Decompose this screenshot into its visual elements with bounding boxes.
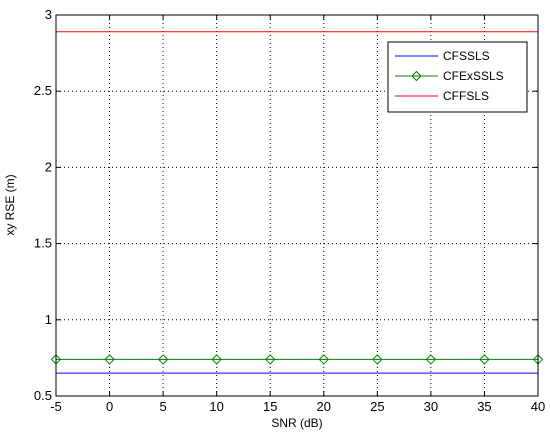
legend-entry: CFFSLS (395, 89, 489, 103)
y-tick-label: 0.5 (34, 388, 52, 403)
data-point (425, 354, 437, 365)
x-tick-label: 40 (531, 399, 545, 414)
x-tick-label: 30 (424, 399, 438, 414)
x-tick-label: 0 (106, 399, 113, 414)
y-tick-label: 1 (45, 312, 52, 327)
grid (56, 15, 538, 396)
legend-label: CFSSLS (443, 49, 490, 63)
data-point (104, 354, 115, 365)
x-tick-label: 15 (263, 399, 277, 414)
data-point (265, 354, 276, 365)
y-tick-label: 3 (45, 7, 52, 22)
legend-entry: CFExSSLS (395, 69, 504, 83)
x-axis-label: SNR (dB) (271, 416, 322, 430)
y-axis-label: xy RSE (m) (3, 174, 17, 235)
data-point (318, 354, 329, 365)
x-tick-label: -5 (50, 399, 62, 414)
legend: CFSSLS CFExSSLS CFFSLS (387, 41, 528, 113)
data-point (211, 354, 222, 365)
plot-frame (55, 14, 539, 397)
x-tick-label: 25 (370, 399, 384, 414)
data-point (372, 354, 383, 365)
y-tick-label: 2 (45, 159, 52, 174)
y-tick-label: 2.5 (34, 83, 52, 98)
legend-label: CFExSSLS (443, 69, 504, 83)
legend-box (387, 41, 528, 113)
legend-marker (411, 70, 422, 82)
x-tick-label: 5 (159, 399, 166, 414)
data-point (157, 354, 169, 365)
x-tick-label: 10 (209, 399, 223, 414)
legend-label: CFFSLS (443, 89, 489, 103)
ticks: -5 0 5 10 15 20 25 30 35 40 0.5 1 1.5 2 2.5 3 (34, 7, 545, 414)
x-tick-label: 35 (477, 399, 491, 414)
x-tick-label: 20 (317, 399, 331, 414)
legend-entry: CFSSLS (395, 49, 490, 63)
data-point (479, 354, 490, 365)
y-tick-label: 1.5 (34, 236, 52, 251)
